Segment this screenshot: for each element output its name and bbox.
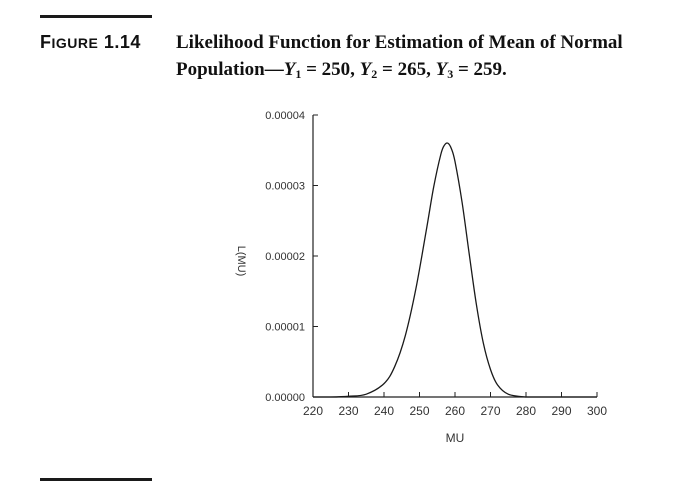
bottom-rule: [40, 478, 152, 481]
x-axis-label: MU: [446, 431, 465, 445]
x-tick-label: 230: [338, 404, 358, 418]
obs-2-subscript: 2: [371, 67, 378, 81]
x-tick-label: 250: [409, 404, 429, 418]
figure-title-line2: Population—Y1 = 250, Y2 = 265, Y3 = 259.: [176, 56, 691, 83]
y-axis-label: L(MU): [235, 246, 247, 277]
figure-title-line1: Likelihood Function for Estimation of Me…: [176, 32, 623, 53]
top-rule: [40, 15, 152, 18]
obs-1-subscript: 1: [295, 67, 302, 81]
figure-label-small-caps: IGURE: [51, 35, 99, 51]
x-ticks: 220 230 240 250 260 270 280 290 300: [303, 392, 607, 418]
x-tick-label: 300: [587, 404, 607, 418]
x-tick-label: 220: [303, 404, 323, 418]
y-ticks: 0.00000 0.00001 0.00002 0.00003 0.00004: [265, 110, 318, 404]
x-tick-label: 240: [374, 404, 394, 418]
obs-2-symbol: Y: [359, 59, 372, 80]
figure-title: Likelihood Function for Estimation of Me…: [176, 29, 691, 83]
figure-label-initial: F: [40, 32, 52, 52]
obs-1-value: = 250,: [301, 59, 360, 80]
obs-1-symbol: Y: [283, 59, 296, 80]
obs-2-value: = 265,: [377, 59, 436, 80]
y-tick-label: 0.00004: [265, 110, 305, 122]
obs-3-value: = 259.: [453, 59, 507, 80]
figure-label: FIGURE 1.14: [40, 32, 141, 53]
figure-title-line2-prefix: Population—: [176, 59, 284, 80]
x-axis: 220 230 240 250 260 270 280 290 300: [303, 392, 607, 418]
obs-3-symbol: Y: [435, 59, 448, 80]
x-tick-label: 280: [516, 404, 536, 418]
x-tick-label: 270: [480, 404, 500, 418]
figure-number: 1.14: [103, 32, 141, 52]
x-tick-label: 260: [445, 404, 465, 418]
y-tick-label: 0.00002: [265, 251, 305, 263]
y-tick-label: 0.00003: [265, 181, 305, 193]
x-tick-label: 290: [551, 404, 571, 418]
obs-3-subscript: 3: [447, 67, 454, 81]
y-tick-label: 0.00001: [265, 322, 305, 334]
y-axis: 0.00000 0.00001 0.00002 0.00003 0.00004: [265, 110, 318, 404]
likelihood-curve: [313, 142, 597, 398]
y-tick-label: 0.00000: [265, 392, 305, 404]
